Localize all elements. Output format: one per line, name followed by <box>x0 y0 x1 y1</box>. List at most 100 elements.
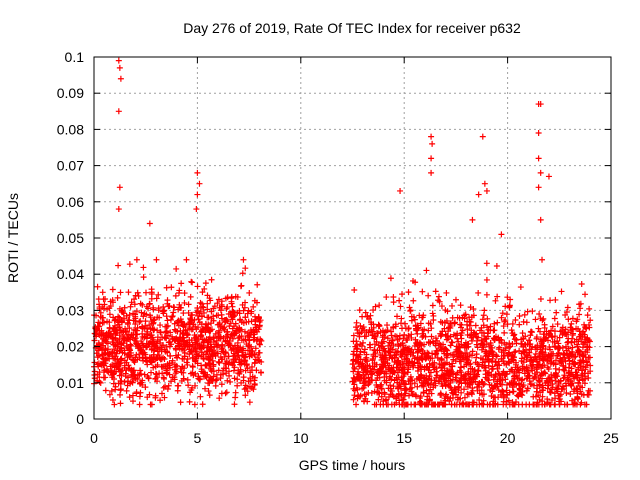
data-point <box>458 321 465 328</box>
y-tick-label: 0.04 <box>57 266 84 282</box>
data-point <box>491 336 498 343</box>
data-point <box>543 377 550 384</box>
data-point <box>118 341 125 348</box>
data-point <box>400 373 407 380</box>
data-point <box>358 365 365 371</box>
data-point <box>223 333 230 340</box>
data-point <box>109 286 116 293</box>
data-point <box>397 187 404 194</box>
data-point <box>358 343 365 350</box>
data-point <box>540 387 547 394</box>
data-point <box>552 296 559 303</box>
data-point <box>567 370 574 377</box>
data-point <box>567 391 574 398</box>
data-point <box>458 380 465 387</box>
data-point <box>518 350 525 357</box>
data-point <box>520 335 527 342</box>
data-point <box>418 400 425 407</box>
data-point <box>127 334 134 341</box>
data-point <box>229 345 236 352</box>
data-point <box>102 387 109 394</box>
data-point <box>208 308 215 315</box>
data-point <box>410 362 417 369</box>
data-point <box>209 348 216 355</box>
data-point <box>172 352 179 359</box>
data-point <box>215 296 222 303</box>
data-point <box>420 330 427 337</box>
data-point <box>187 315 194 322</box>
data-point <box>350 348 357 355</box>
data-point <box>353 352 360 359</box>
data-point <box>162 363 169 370</box>
data-point <box>123 387 130 394</box>
data-point <box>414 383 421 390</box>
data-point <box>425 367 432 374</box>
data-point <box>131 326 138 333</box>
data-point <box>194 360 201 367</box>
data-point <box>570 330 577 337</box>
data-point <box>174 319 181 326</box>
data-point <box>379 363 386 370</box>
data-point <box>401 401 408 408</box>
data-point <box>117 289 124 296</box>
data-point <box>583 401 590 408</box>
data-point <box>376 302 383 309</box>
data-point <box>251 336 258 343</box>
data-point <box>100 374 107 381</box>
data-point <box>537 328 544 335</box>
data-point <box>498 349 505 356</box>
data-point <box>469 216 476 223</box>
data-point <box>453 343 460 350</box>
data-point <box>390 393 397 400</box>
data-point <box>255 349 262 356</box>
data-point <box>229 325 236 332</box>
data-point <box>358 361 365 368</box>
data-point <box>196 310 203 317</box>
data-point <box>112 386 119 393</box>
data-point <box>234 376 241 383</box>
data-point <box>568 320 575 327</box>
x-tick-labels: 0 5 10 15 20 25 <box>90 430 619 446</box>
data-point <box>137 318 144 325</box>
data-point <box>455 385 462 392</box>
data-point <box>402 385 409 392</box>
data-point <box>417 363 424 370</box>
data-point <box>207 327 214 334</box>
data-point <box>218 381 225 388</box>
data-point <box>188 347 195 354</box>
data-point <box>501 339 508 346</box>
data-point <box>359 325 366 332</box>
data-point <box>250 303 257 310</box>
data-point <box>184 343 191 350</box>
data-point <box>143 289 150 296</box>
data-point <box>585 321 592 328</box>
data-point <box>99 289 106 296</box>
data-point <box>423 267 430 274</box>
data-point <box>585 354 592 361</box>
data-point <box>581 370 588 377</box>
data-point <box>184 356 191 363</box>
data-point <box>432 351 439 358</box>
data-point <box>199 401 206 408</box>
data-point <box>540 331 547 338</box>
data-point <box>542 345 549 352</box>
data-point <box>161 346 168 353</box>
data-point <box>526 337 533 344</box>
data-point <box>210 373 217 380</box>
data-point <box>405 333 412 340</box>
data-point <box>181 338 188 345</box>
data-point <box>569 380 576 387</box>
data-point <box>401 331 408 338</box>
data-point <box>392 349 399 356</box>
data-point <box>210 335 217 342</box>
data-point <box>350 357 357 364</box>
data-point <box>516 382 523 389</box>
data-point <box>446 398 453 405</box>
data-point <box>403 386 410 393</box>
data-point <box>109 297 116 304</box>
data-point <box>99 352 106 359</box>
data-point <box>169 313 176 320</box>
data-point <box>526 349 533 356</box>
data-point <box>108 350 115 357</box>
data-point <box>541 362 548 369</box>
